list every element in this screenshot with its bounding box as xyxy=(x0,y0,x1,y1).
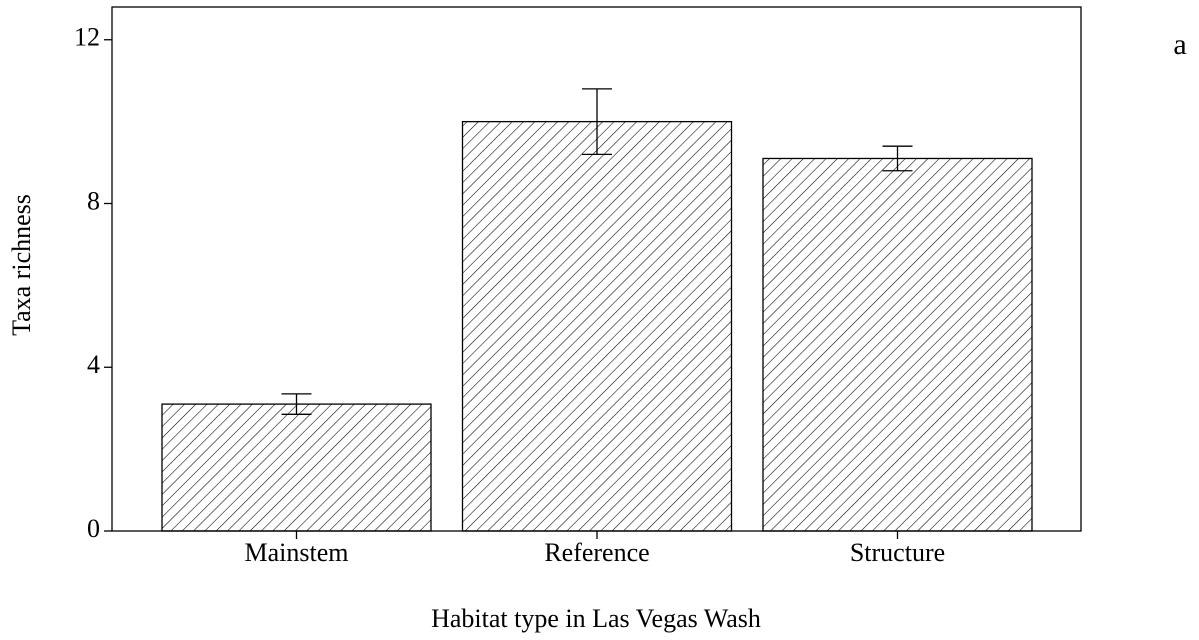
y-tick-label: 0 xyxy=(87,514,100,543)
bar xyxy=(161,403,432,532)
x-tick-label: Mainstem xyxy=(245,538,349,567)
y-tick-label: 4 xyxy=(87,350,100,379)
x-axis-label: Habitat type in Las Vegas Wash xyxy=(431,604,761,633)
x-tick-label: Reference xyxy=(544,538,649,567)
y-tick-label: 12 xyxy=(74,23,100,52)
y-axis-label: Taxa richness xyxy=(7,194,36,336)
panel-label: a xyxy=(1173,28,1186,61)
y-tick-label: 8 xyxy=(87,186,100,215)
bar xyxy=(762,157,1033,532)
bar xyxy=(461,120,733,532)
x-tick-label: Structure xyxy=(850,538,945,567)
